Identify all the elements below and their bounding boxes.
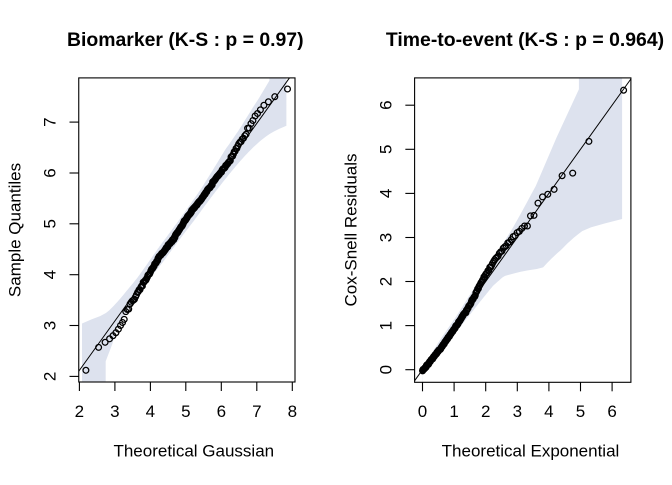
- svg-text:0: 0: [418, 402, 427, 421]
- svg-text:3: 3: [110, 402, 119, 421]
- svg-text:Theoretical Exponential: Theoretical Exponential: [442, 442, 620, 461]
- svg-text:6: 6: [607, 402, 616, 421]
- svg-text:7: 7: [252, 402, 261, 421]
- svg-text:7: 7: [41, 117, 60, 126]
- svg-text:2: 2: [41, 372, 60, 381]
- svg-text:5: 5: [181, 402, 190, 421]
- svg-text:Cox-Snell Residuals: Cox-Snell Residuals: [341, 153, 360, 306]
- svg-text:Theoretical Gaussian: Theoretical Gaussian: [113, 442, 274, 461]
- svg-text:1: 1: [376, 321, 395, 330]
- svg-text:3: 3: [41, 321, 60, 330]
- svg-text:4: 4: [376, 189, 395, 198]
- svg-text:4: 4: [544, 402, 553, 421]
- svg-text:Time-to-event (K-S : p = 0.964: Time-to-event (K-S : p = 0.964): [386, 29, 664, 51]
- svg-text:3: 3: [513, 402, 522, 421]
- svg-text:6: 6: [217, 402, 226, 421]
- svg-text:1: 1: [449, 402, 458, 421]
- svg-text:0: 0: [376, 365, 395, 374]
- svg-text:6: 6: [41, 168, 60, 177]
- svg-text:5: 5: [376, 145, 395, 154]
- svg-text:2: 2: [75, 402, 84, 421]
- svg-text:6: 6: [376, 100, 395, 109]
- svg-text:8: 8: [288, 402, 297, 421]
- svg-text:4: 4: [41, 270, 60, 279]
- svg-text:3: 3: [376, 233, 395, 242]
- svg-text:2: 2: [481, 402, 490, 421]
- svg-text:4: 4: [146, 402, 155, 421]
- svg-text:5: 5: [576, 402, 585, 421]
- svg-text:5: 5: [41, 219, 60, 228]
- svg-text:Sample Quantiles: Sample Quantiles: [6, 163, 25, 297]
- svg-text:2: 2: [376, 277, 395, 286]
- svg-text:Biomarker (K-S : p = 0.97): Biomarker (K-S : p = 0.97): [67, 29, 304, 51]
